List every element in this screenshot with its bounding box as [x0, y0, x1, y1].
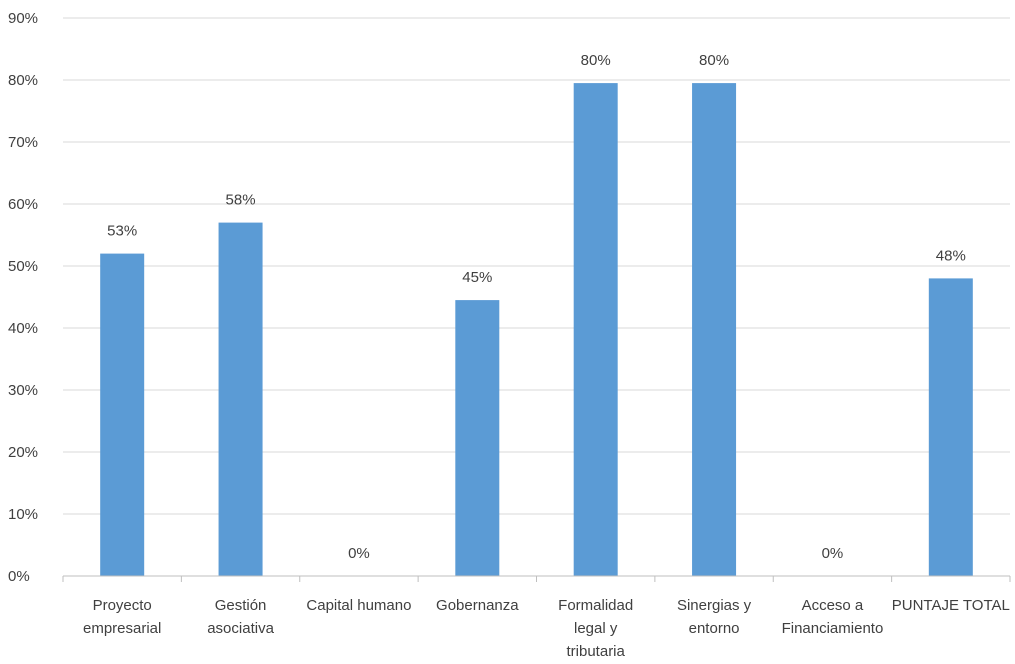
y-tick-label: 40%: [8, 320, 38, 337]
x-axis-category-labels: Proyecto empresarial Gestión asociativa Capi…: [83, 597, 1010, 660]
bar: [573, 83, 618, 576]
category-label-line: Formalidad: [558, 597, 633, 614]
y-tick-label: 90%: [8, 10, 38, 27]
bar: [218, 222, 263, 576]
data-label: 0%: [348, 545, 370, 562]
category-label-line: tributaria: [567, 643, 626, 660]
category-label: Sinergias y entorno: [677, 597, 752, 637]
y-tick-label: 80%: [8, 72, 38, 89]
bars: [100, 83, 973, 576]
bar: [928, 278, 973, 576]
data-label: 80%: [581, 52, 611, 69]
category-label-line: asociativa: [207, 620, 274, 637]
y-tick-label: 20%: [8, 444, 38, 461]
y-tick-label: 10%: [8, 506, 38, 523]
category-label-line: Proyecto: [93, 597, 152, 614]
bar: [100, 253, 145, 576]
y-axis-tick-labels: 0% 10% 20% 30% 40% 50% 60% 70% 80% 90%: [8, 10, 38, 585]
category-label-line: Gobernanza: [436, 597, 519, 614]
data-label: 45%: [462, 269, 492, 286]
category-label: Gestión asociativa: [207, 597, 274, 637]
x-axis: [62, 575, 1011, 582]
category-label-line: Gestión: [215, 597, 267, 614]
category-label-line: legal y: [574, 620, 618, 637]
y-tick-label: 60%: [8, 196, 38, 213]
data-label: 48%: [936, 247, 966, 264]
y-tick-label: 30%: [8, 382, 38, 399]
bar: [692, 83, 737, 576]
bar: [455, 300, 500, 576]
y-tick-label: 70%: [8, 134, 38, 151]
category-label: Formalidad legal y tributaria: [558, 597, 633, 660]
category-label-line: Capital humano: [306, 597, 411, 614]
data-labels: 53% 58% 0% 45% 80% 80% 0% 48%: [107, 52, 966, 562]
category-label-line: entorno: [689, 620, 740, 637]
data-label: 53%: [107, 223, 137, 240]
category-label-line: empresarial: [83, 620, 161, 637]
category-label: Proyecto empresarial: [83, 597, 161, 637]
data-label: 80%: [699, 52, 729, 69]
gridlines: [63, 17, 1010, 515]
category-label: Capital humano: [306, 597, 411, 614]
category-label-line: Acceso a: [802, 597, 864, 614]
category-label-line: PUNTAJE TOTAL: [892, 597, 1010, 614]
y-tick-label: 0%: [8, 568, 30, 585]
category-label-line: Sinergias y: [677, 597, 752, 614]
category-label: Gobernanza: [436, 597, 519, 614]
y-tick-label: 50%: [8, 258, 38, 275]
data-label: 0%: [822, 545, 844, 562]
category-label: PUNTAJE TOTAL: [892, 597, 1010, 614]
category-label-line: Financiamiento: [782, 620, 884, 637]
data-label: 58%: [226, 192, 256, 209]
category-label: Acceso a Financiamiento: [782, 597, 884, 637]
